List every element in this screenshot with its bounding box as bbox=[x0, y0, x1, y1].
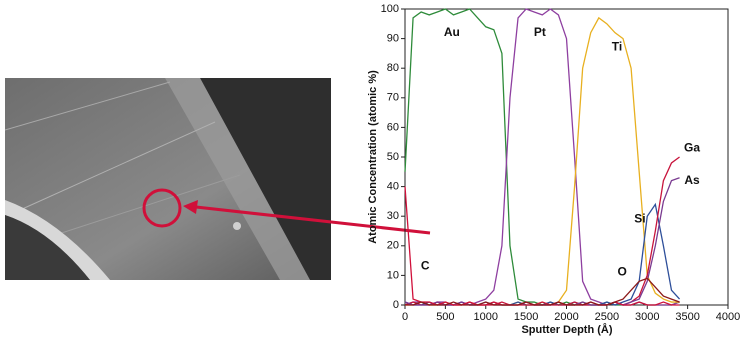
arrow bbox=[195, 205, 431, 235]
highlight-circle bbox=[142, 188, 182, 228]
x-tick-label: 500 bbox=[436, 311, 454, 323]
y-axis-title: Atomic Concentration (atomic %) bbox=[367, 70, 379, 244]
x-tick-label: 0 bbox=[402, 311, 408, 323]
sem-image bbox=[4, 78, 331, 280]
x-tick-label: 3000 bbox=[635, 311, 659, 323]
x-tick-label: 2500 bbox=[595, 311, 619, 323]
y-tick-label: 60 bbox=[387, 121, 399, 133]
y-tick-label: 70 bbox=[387, 92, 399, 104]
x-tick-label: 1500 bbox=[514, 311, 538, 323]
series-label: As bbox=[684, 173, 700, 187]
y-tick-label: 20 bbox=[387, 240, 399, 252]
x-axis-title: Sputter Depth (Å) bbox=[521, 323, 612, 336]
x-tick-label: 4000 bbox=[716, 311, 740, 323]
y-tick-label: 50 bbox=[387, 151, 399, 163]
x-tick-label: 2000 bbox=[554, 311, 578, 323]
series-line bbox=[405, 277, 680, 306]
y-tick-label: 100 bbox=[381, 3, 399, 15]
series-label: Au bbox=[444, 25, 460, 39]
series-label: O bbox=[618, 265, 627, 279]
y-tick-label: 40 bbox=[387, 181, 399, 193]
series-line bbox=[405, 16, 680, 306]
y-tick-label: 90 bbox=[387, 33, 399, 45]
series-label: C bbox=[421, 259, 430, 273]
series-label: Pt bbox=[534, 25, 546, 39]
arrow-head bbox=[183, 200, 198, 214]
series-line bbox=[404, 186, 680, 306]
series-line bbox=[404, 177, 680, 306]
y-tick-label: 80 bbox=[387, 62, 399, 74]
x-tick-label: 1000 bbox=[474, 311, 498, 323]
y-tick-label: 0 bbox=[393, 299, 399, 311]
series-label: Ti bbox=[612, 40, 622, 54]
series-label: Si bbox=[634, 211, 645, 225]
x-tick-label: 3500 bbox=[675, 311, 699, 323]
y-tick-label: 10 bbox=[387, 269, 399, 281]
y-tick-label: 30 bbox=[387, 210, 399, 222]
series-label: Ga bbox=[684, 140, 700, 154]
